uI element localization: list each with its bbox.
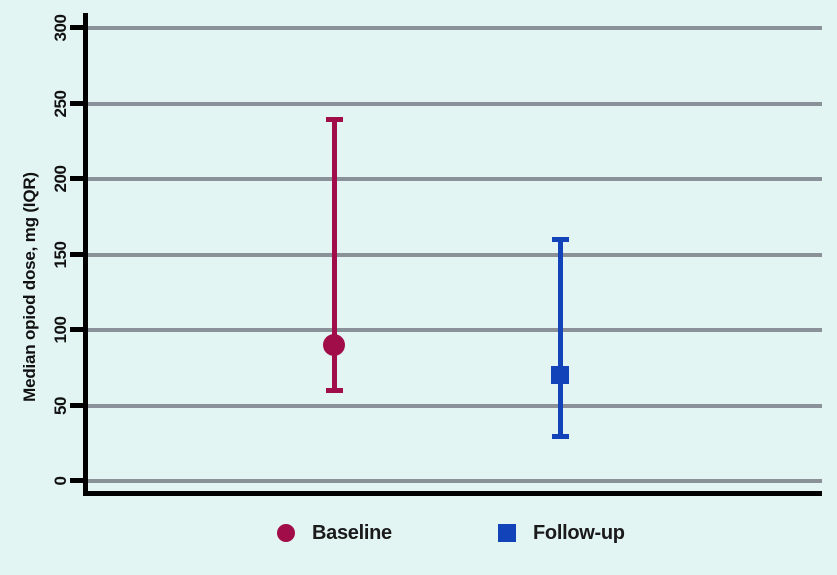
baseline-circle-icon [277,524,295,542]
y-tick-label: 0 [51,476,70,486]
error-bar-line [558,239,563,436]
legend: Baseline Follow-up [0,518,837,548]
legend-item-followup: Follow-up [498,518,625,548]
error-bar-cap-top [552,237,569,242]
y-tick [70,403,88,408]
legend-item-baseline: Baseline [277,518,392,548]
gridline [86,328,822,332]
followup-square-icon [498,524,516,542]
y-tick-label: 250 [51,90,70,118]
baseline-marker [323,334,345,356]
x-axis-line [83,491,822,496]
y-tick-label: 200 [51,165,70,193]
y-axis-title: Median opiod dose, mg (IQR) [20,172,39,402]
gridline [86,26,822,30]
gridline [86,177,822,181]
error-bar-cap-bottom [552,434,569,439]
gridline [86,404,822,408]
y-tick [70,25,88,30]
gridline [86,479,822,483]
y-tick-label: 150 [51,241,70,269]
y-tick [70,327,88,332]
y-tick-label: 300 [51,14,70,42]
y-tick [70,176,88,181]
y-tick-label: 50 [51,397,70,415]
legend-label-baseline: Baseline [312,521,392,544]
y-tick [70,478,88,483]
legend-label-followup: Follow-up [533,521,625,544]
gridline [86,102,822,106]
gridline [86,253,822,257]
y-tick [70,252,88,257]
error-bar-cap-bottom [326,388,343,393]
y-tick [70,101,88,106]
error-bar-line [332,119,337,390]
followup-marker [551,366,569,384]
y-tick-label: 100 [51,316,70,344]
error-bar-cap-top [326,117,343,122]
